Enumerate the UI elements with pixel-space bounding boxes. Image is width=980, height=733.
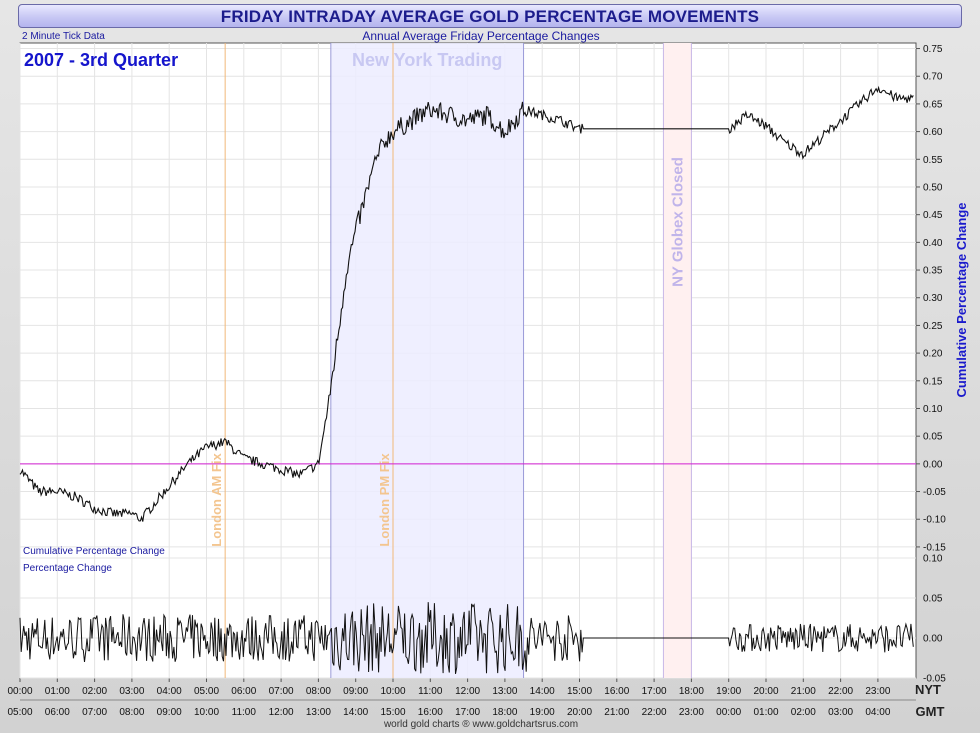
chart-title: FRIDAY INTRADAY AVERAGE GOLD PERCENTAGE … — [220, 7, 760, 26]
nyt-tick-label: 16:00 — [604, 686, 629, 697]
y-tick-label: -0.10 — [923, 515, 946, 526]
y-tick-label: 0.60 — [923, 127, 943, 138]
london-pm-fix-label: London PM Fix — [377, 453, 392, 547]
gmt-tick-label: 19:00 — [530, 707, 555, 718]
lower-panel-name: Percentage Change — [23, 563, 112, 574]
nyt-tick-label: 11:00 — [418, 686, 443, 697]
y-tick-label: -0.15 — [923, 542, 946, 553]
globex-closed-band — [663, 43, 692, 678]
y-tick-label: 0.20 — [923, 349, 943, 360]
nyt-tick-label: 22:00 — [828, 686, 853, 697]
nyt-tick-label: 10:00 — [380, 686, 405, 697]
y-tick-label: 0.15 — [923, 376, 943, 387]
gmt-tick-label: 07:00 — [82, 707, 107, 718]
gmt-axis-label: GMT — [916, 704, 945, 719]
chart-texts: 2 Minute Tick Data Annual Average Friday… — [7, 29, 969, 730]
nyt-tick-label: 15:00 — [567, 686, 592, 697]
y-tick-label: 0.75 — [923, 44, 943, 55]
nyt-tick-label: 12:00 — [455, 686, 480, 697]
gmt-tick-label: 16:00 — [418, 707, 443, 718]
y-tick-label: 0.50 — [923, 182, 943, 193]
new-york-trading-label: New York Trading — [352, 50, 502, 70]
gmt-tick-label: 13:00 — [306, 707, 331, 718]
london-am-fix-label: London AM Fix — [209, 453, 224, 547]
lower-y-tick-label: 0.05 — [923, 594, 943, 605]
y-tick-label: -0.05 — [923, 487, 946, 498]
upper-panel-name: Cumulative Percentage Change — [23, 546, 165, 557]
nyt-axis-label: NYT — [915, 682, 941, 697]
nyt-tick-label: 04:00 — [157, 686, 182, 697]
nyt-tick-label: 13:00 — [492, 686, 517, 697]
nyt-tick-label: 00:00 — [7, 686, 32, 697]
nyt-tick-label: 02:00 — [82, 686, 107, 697]
nyt-tick-label: 23:00 — [865, 686, 890, 697]
nyt-tick-label: 05:00 — [194, 686, 219, 697]
y-axis-label: Cumulative Percentage Change — [954, 202, 969, 397]
nyt-tick-label: 19:00 — [716, 686, 741, 697]
gmt-tick-label: 18:00 — [492, 707, 517, 718]
y-tick-label: 0.05 — [923, 432, 943, 443]
y-tick-label: 0.65 — [923, 99, 943, 110]
percentage-change-line — [19, 602, 914, 674]
annotation-bands — [20, 43, 916, 678]
cumulative-change-line — [19, 85, 914, 522]
new-york-trading-band — [330, 43, 524, 678]
gmt-tick-label: 05:00 — [7, 707, 32, 718]
nyt-tick-label: 09:00 — [343, 686, 368, 697]
y-tick-label: 0.40 — [923, 238, 943, 249]
gmt-tick-label: 22:00 — [642, 707, 667, 718]
chart-subtitle: Annual Average Friday Percentage Changes — [362, 29, 599, 43]
y-tick-label: 0.45 — [923, 210, 943, 221]
gmt-tick-label: 21:00 — [604, 707, 629, 718]
gmt-tick-label: 04:00 — [865, 707, 890, 718]
nyt-tick-label: 14:00 — [530, 686, 555, 697]
gmt-tick-label: 23:00 — [679, 707, 704, 718]
gmt-tick-label: 17:00 — [455, 707, 480, 718]
gmt-tick-label: 08:00 — [119, 707, 144, 718]
nyt-tick-label: 18:00 — [679, 686, 704, 697]
nyt-tick-label: 01:00 — [45, 686, 70, 697]
gmt-tick-label: 02:00 — [791, 707, 816, 718]
data-marks — [19, 85, 914, 674]
lower-y-tick-label: -0.05 — [923, 674, 946, 685]
nyt-tick-label: 20:00 — [753, 686, 778, 697]
nyt-tick-label: 08:00 — [306, 686, 331, 697]
gmt-tick-label: 10:00 — [194, 707, 219, 718]
data-note: 2 Minute Tick Data — [22, 31, 105, 42]
gmt-tick-label: 00:00 — [716, 707, 741, 718]
nyt-tick-label: 03:00 — [119, 686, 144, 697]
y-tick-label: 0.00 — [923, 459, 943, 470]
gmt-tick-label: 20:00 — [567, 707, 592, 718]
y-tick-label: 0.10 — [923, 404, 943, 415]
credit-text: world gold charts ® www.goldchartsrus.co… — [383, 719, 578, 730]
lower-y-tick-label: 0.10 — [923, 554, 943, 565]
lower-y-tick-label: 0.00 — [923, 634, 943, 645]
gmt-tick-label: 09:00 — [157, 707, 182, 718]
period-label: 2007 - 3rd Quarter — [24, 50, 178, 70]
nyt-tick-label: 06:00 — [231, 686, 256, 697]
y-tick-label: 0.25 — [923, 321, 943, 332]
nyt-tick-label: 07:00 — [269, 686, 294, 697]
gmt-tick-label: 12:00 — [269, 707, 294, 718]
gmt-tick-label: 01:00 — [753, 707, 778, 718]
y-tick-label: 0.35 — [923, 266, 943, 277]
gmt-tick-label: 06:00 — [45, 707, 70, 718]
y-tick-label: 0.30 — [923, 293, 943, 304]
nyt-tick-label: 17:00 — [642, 686, 667, 697]
y-tick-label: 0.55 — [923, 155, 943, 166]
ny-globex-closed-label: NY Globex Closed — [669, 157, 686, 287]
gmt-tick-label: 14:00 — [343, 707, 368, 718]
nyt-tick-label: 21:00 — [791, 686, 816, 697]
gmt-tick-label: 15:00 — [380, 707, 405, 718]
title-bar: FRIDAY INTRADAY AVERAGE GOLD PERCENTAGE … — [18, 4, 962, 28]
gmt-tick-label: 11:00 — [232, 707, 257, 718]
y-tick-label: 0.70 — [923, 72, 943, 83]
gmt-tick-label: 03:00 — [828, 707, 853, 718]
